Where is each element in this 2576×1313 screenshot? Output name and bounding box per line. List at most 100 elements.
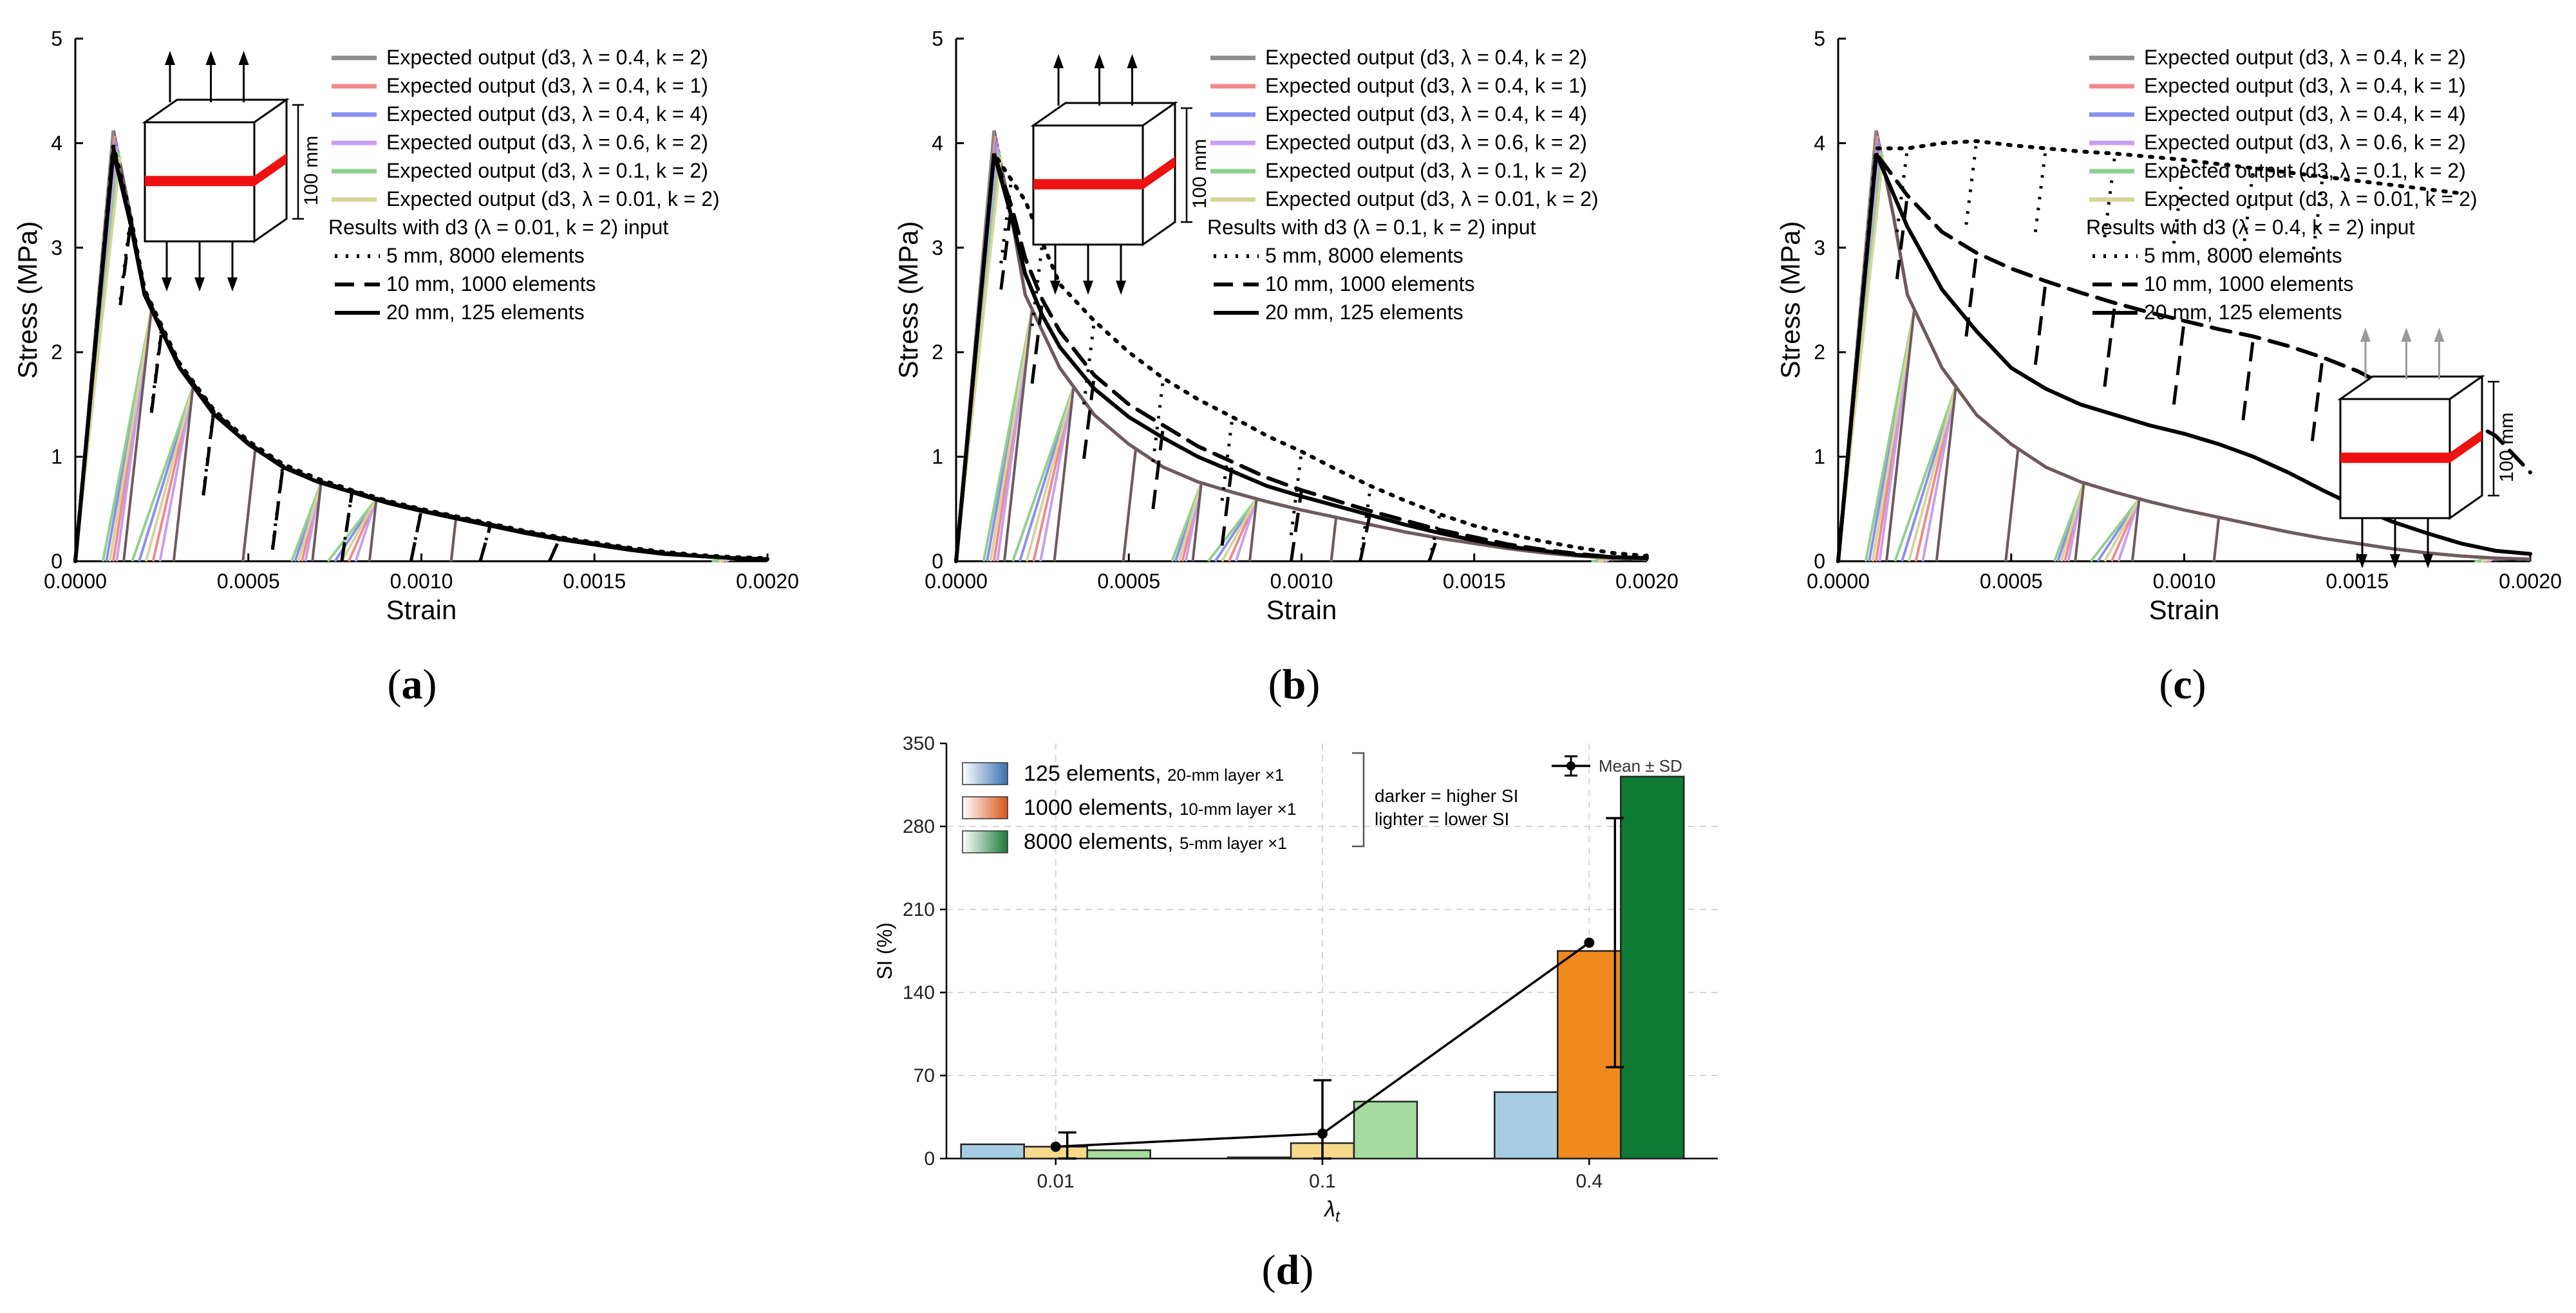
result-unloading xyxy=(202,411,216,496)
caption-paren: ) xyxy=(2192,661,2206,708)
unloading-branch xyxy=(1234,498,1258,562)
x-axis-label: Strain xyxy=(2149,595,2220,625)
legend-entry: Expected output (d3, λ = 0.4, k = 4) xyxy=(1265,102,1587,126)
result-unloading xyxy=(2172,321,2186,405)
panel-label: (a) xyxy=(388,661,437,708)
bar-8000-elements xyxy=(1620,776,1685,1160)
legend-entry: Expected output (d3, λ = 0.4, k = 4) xyxy=(2144,102,2466,126)
x-tick-label: 0.0005 xyxy=(1097,570,1160,593)
legend-entry: 1000 elements, 10-mm layer ×1 xyxy=(1024,796,1296,820)
caption-paren: ( xyxy=(388,661,402,708)
legend-entry: Expected output (d3, λ = 0.1, k = 2) xyxy=(1265,159,1587,182)
caption-paren: ) xyxy=(423,661,437,708)
mean-legend-marker xyxy=(1566,761,1575,770)
y-tick-label: 1 xyxy=(51,445,62,469)
y-axis-label: Stress (MPa) xyxy=(893,221,923,378)
arrow-head-down-icon xyxy=(2357,554,2367,568)
unloading-branch xyxy=(2130,498,2141,562)
y-tick-label: 4 xyxy=(51,131,62,154)
y-tick-label: 5 xyxy=(51,27,62,50)
x-tick-label: 0.0010 xyxy=(390,570,453,593)
legend-swatch xyxy=(962,830,1008,853)
result-unloading xyxy=(2033,148,2047,232)
arrow-head-down-icon xyxy=(1050,281,1060,295)
result-unloading xyxy=(1151,425,1165,510)
result-unloading xyxy=(478,524,493,562)
x-tick-label: 0.0015 xyxy=(563,570,626,593)
x-tick-label: 0.0000 xyxy=(1807,570,1870,593)
y-tick-label: 140 xyxy=(903,982,935,1003)
legend-entry-count: 125 elements, xyxy=(1024,761,1167,786)
y-tick-label: 0 xyxy=(1814,550,1825,573)
legend-entry-layer: 10-mm layer ×1 xyxy=(1180,799,1296,819)
inset-crack-band-side xyxy=(1143,156,1175,190)
y-tick-label: 2 xyxy=(51,340,62,364)
legend-entry-layer: 20-mm layer ×1 xyxy=(1167,765,1284,785)
result-unloading xyxy=(118,221,133,306)
unloading-branch xyxy=(122,309,153,562)
unloading-branch xyxy=(2212,517,2221,562)
si-bar-chart: 0 70 140 210 280 350 0.01 0.1 0.4 λt SI (%) 125 ele… xyxy=(873,733,1718,1294)
x-axis-label: λt xyxy=(1323,1197,1340,1225)
y-tick-label: 350 xyxy=(903,733,935,754)
results-legend-entry: 20 mm, 125 elements xyxy=(2144,301,2342,324)
unloading-branch xyxy=(1191,482,1203,562)
results-heading: Results with d3 (λ = 0.4, k = 2) input xyxy=(2086,216,2415,239)
x-tick-label: 0.0000 xyxy=(44,570,107,593)
unloading-branch xyxy=(341,498,378,562)
caption-paren: ) xyxy=(1306,661,1320,708)
bar-125-elements xyxy=(960,1143,1025,1160)
unloading-branch xyxy=(326,498,378,563)
arrow-head-up-icon xyxy=(2401,328,2412,342)
legend-entry-layer: 5-mm layer ×1 xyxy=(1180,833,1287,853)
unloading-branch xyxy=(2004,449,2020,562)
unloading-branch xyxy=(2089,498,2141,563)
y-tick-label: 1 xyxy=(1814,445,1825,469)
caption-letter: b xyxy=(1283,661,1306,708)
unloading-branch xyxy=(1894,386,1957,562)
arrow-head-up-icon xyxy=(2360,328,2371,342)
inset-crack-band xyxy=(145,176,254,187)
legend-entry-count: 1000 elements, xyxy=(1024,796,1180,820)
y-tick-label: 4 xyxy=(1814,131,1825,154)
y-tick-label: 0 xyxy=(51,550,62,573)
result-unloading xyxy=(1289,490,1303,562)
result-series-solid xyxy=(73,151,769,563)
unloading-branch xyxy=(1122,449,1137,562)
x-tick-label: 0.0005 xyxy=(1980,570,2043,593)
results-legend-entry: 5 mm, 8000 elements xyxy=(386,244,585,267)
bar-125-elements xyxy=(1494,1091,1559,1160)
legend-swatch xyxy=(962,796,1008,819)
unloading-branch xyxy=(1221,498,1258,562)
results-legend-entry: 5 mm, 8000 elements xyxy=(2144,244,2342,267)
caption-paren: ( xyxy=(1262,1247,1276,1294)
result-series-dotted xyxy=(1836,139,2463,563)
results-legend-entry: 20 mm, 125 elements xyxy=(1265,301,1463,324)
mean-marker xyxy=(1584,937,1595,948)
legend-entry: Expected output (d3, λ = 0.6, k = 2) xyxy=(2144,131,2466,154)
arrow-head-up-icon xyxy=(1127,54,1138,68)
x-tick-label: 0.01 xyxy=(1037,1171,1074,1192)
mean-marker xyxy=(1317,1128,1328,1139)
legend-entry: Expected output (d3, λ = 0.6, k = 2) xyxy=(1265,131,1587,154)
result-unloading xyxy=(2033,281,2047,365)
arrow-head-down-icon xyxy=(227,277,238,292)
y-tick-label: 210 xyxy=(903,899,935,920)
arrow-head-up-icon xyxy=(1094,54,1105,68)
inset-crack-band xyxy=(1033,179,1143,190)
arrow-head-down-icon xyxy=(1116,281,1126,295)
unloading-branch xyxy=(1053,386,1075,562)
y-tick-label: 5 xyxy=(1814,27,1825,50)
x-axis-label: Strain xyxy=(386,595,457,625)
inset-crack-band xyxy=(2340,452,2450,463)
expected-output-envelope xyxy=(954,130,1648,562)
panel-label: (b) xyxy=(1268,661,1321,708)
x-tick-label: 0.0020 xyxy=(2499,570,2562,593)
result-unloading xyxy=(2310,357,2324,442)
x-tick-label: 0.0020 xyxy=(1615,570,1678,593)
unloading-branch xyxy=(1011,386,1075,562)
mean-legend-label: Mean ± SD xyxy=(1599,756,1682,776)
result-series-solid xyxy=(1836,153,2532,563)
arrow-head-up-icon xyxy=(205,51,216,65)
